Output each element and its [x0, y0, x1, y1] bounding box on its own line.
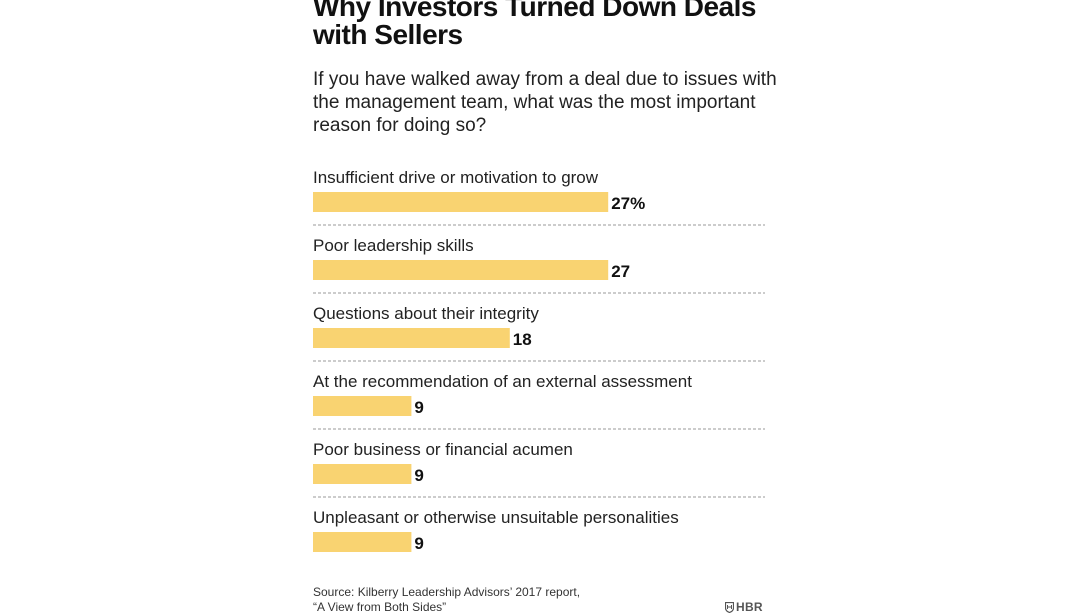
hbr-logo: HBR	[725, 600, 763, 614]
chart-subtitle: If you have walked away from a deal due …	[313, 69, 777, 136]
bar	[313, 532, 412, 552]
value-label: 9	[414, 398, 423, 417]
value-label: 9	[414, 466, 423, 485]
logo-text: HBR	[736, 600, 763, 614]
source-line-2: “A View from Both Sides”	[313, 600, 447, 614]
source-note: Source: Kilberry Leadership Advisors’ 20…	[313, 585, 633, 615]
bar	[313, 328, 510, 348]
category-label: Insufficient drive or motivation to grow	[313, 168, 599, 187]
category-label: Poor leadership skills	[313, 236, 474, 255]
category-label: Questions about their integrity	[313, 304, 539, 323]
bar	[313, 396, 412, 416]
value-label: 27	[611, 262, 630, 281]
category-label: Poor business or financial acumen	[313, 440, 573, 459]
source-line-1: Source: Kilberry Leadership Advisors’ 20…	[313, 585, 581, 599]
bar-chart: Insufficient drive or motivation to grow…	[313, 168, 765, 553]
bar	[313, 464, 412, 484]
value-label: 9	[414, 534, 423, 553]
bar	[313, 260, 609, 280]
category-label: Unpleasant or otherwise unsuitable perso…	[313, 508, 679, 527]
chart-title: Why Investors Turned Down Deals with Sel…	[313, 0, 756, 50]
value-label: 27%	[611, 194, 645, 213]
bar	[313, 192, 609, 212]
value-label: 18	[513, 330, 532, 349]
category-label: At the recommendation of an external ass…	[313, 372, 692, 391]
shield-icon	[725, 601, 734, 613]
